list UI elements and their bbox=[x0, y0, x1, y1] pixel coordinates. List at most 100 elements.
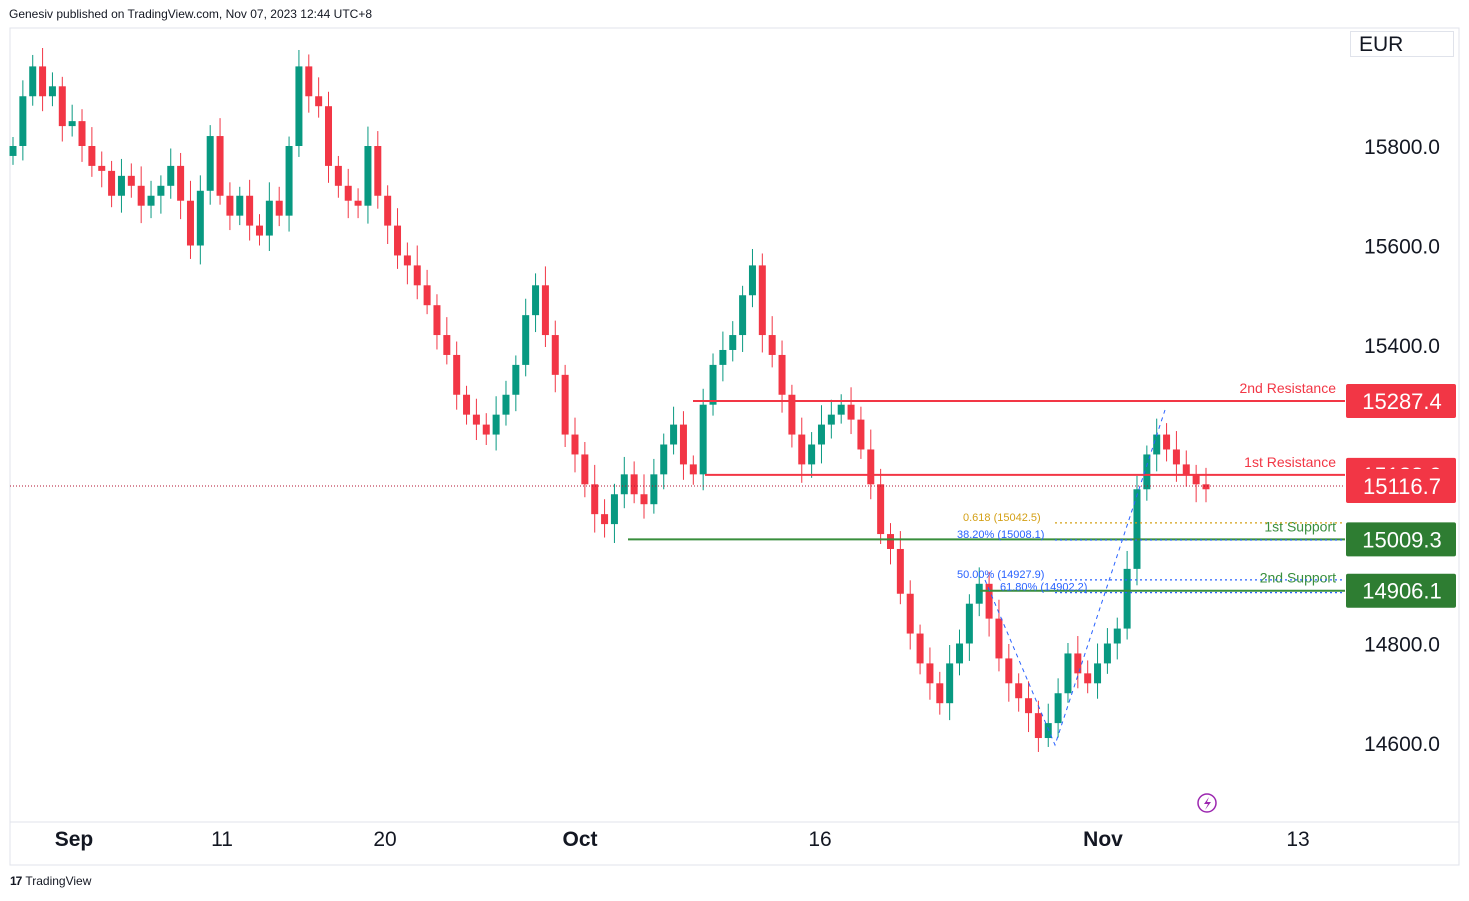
x-tick-label: 16 bbox=[808, 828, 831, 851]
candle-body bbox=[699, 404, 707, 475]
candle-body bbox=[492, 414, 500, 435]
candle-body bbox=[778, 354, 786, 395]
candle-body bbox=[354, 200, 362, 206]
candle-body bbox=[561, 374, 569, 435]
candle-body bbox=[837, 404, 845, 415]
level-name: 2nd Support bbox=[1260, 570, 1336, 586]
price-tag bbox=[1346, 384, 1456, 419]
fib-label: 38.20% (15008.1) bbox=[957, 529, 1044, 541]
candle-body bbox=[719, 349, 727, 365]
candle-body bbox=[1123, 568, 1131, 629]
candle-body bbox=[1153, 434, 1161, 455]
candle-body bbox=[108, 170, 116, 196]
price-tag-label: 15009.3 bbox=[1362, 527, 1442, 552]
candle-body bbox=[571, 434, 579, 455]
candle-body bbox=[78, 121, 86, 146]
candle-body bbox=[679, 424, 687, 465]
candle-body bbox=[995, 618, 1003, 659]
candle-body bbox=[127, 175, 135, 186]
candle-body bbox=[906, 593, 914, 634]
fib-swing-line bbox=[984, 409, 1166, 747]
lightning-bolt bbox=[1204, 797, 1211, 810]
candle-body bbox=[689, 464, 697, 475]
candle-body bbox=[364, 146, 372, 206]
fib-label: 61.80% (14902.2) bbox=[1000, 582, 1087, 594]
candle-body bbox=[502, 394, 510, 415]
x-tick-label: Oct bbox=[562, 828, 597, 851]
candle-body bbox=[325, 106, 333, 166]
price-tag-label: 14906.1 bbox=[1362, 579, 1442, 604]
candle-body bbox=[1094, 663, 1102, 684]
candle-body bbox=[413, 265, 421, 286]
candle-body bbox=[965, 603, 973, 644]
candle-body bbox=[601, 514, 609, 525]
candle-body bbox=[463, 394, 471, 415]
candle-body bbox=[374, 146, 382, 196]
candle-body bbox=[1025, 698, 1033, 714]
candle-body bbox=[29, 66, 37, 97]
candle-body bbox=[275, 200, 283, 216]
candle-body bbox=[817, 424, 825, 445]
candle-body bbox=[739, 295, 747, 336]
candle-body bbox=[236, 195, 244, 216]
candle-body bbox=[709, 364, 717, 405]
y-tick-label: 15600.0 bbox=[1364, 236, 1440, 259]
x-tick-label: Sep bbox=[55, 828, 94, 851]
candle-body bbox=[916, 633, 924, 664]
candle-body bbox=[748, 265, 756, 296]
candle-body bbox=[305, 66, 313, 97]
candle-body bbox=[384, 195, 392, 226]
candle-body bbox=[147, 195, 155, 206]
candle-body bbox=[433, 305, 441, 336]
x-tick-label: 11 bbox=[211, 828, 233, 851]
candle-body bbox=[1074, 653, 1082, 674]
candle-body bbox=[798, 434, 806, 465]
candle-body bbox=[610, 494, 618, 525]
candle-body bbox=[867, 449, 875, 485]
candle-body bbox=[1172, 449, 1180, 465]
candle-body bbox=[246, 195, 254, 226]
footer: 17 TradingView bbox=[10, 874, 91, 888]
y-tick-label: 15800.0 bbox=[1364, 136, 1440, 159]
candle-body bbox=[975, 583, 983, 604]
candle-body bbox=[453, 354, 461, 395]
candle-body bbox=[157, 185, 165, 196]
candle-body bbox=[472, 414, 480, 425]
candle-body bbox=[344, 185, 352, 201]
candle-body bbox=[758, 265, 766, 336]
x-tick-label: 20 bbox=[373, 828, 396, 851]
candle-body bbox=[1163, 434, 1171, 450]
chart-frame bbox=[9, 27, 1460, 866]
candle-body bbox=[443, 335, 451, 355]
candle-body bbox=[660, 444, 668, 475]
candle-body bbox=[729, 335, 737, 350]
candle-body bbox=[1202, 484, 1210, 490]
x-tick-label: 13 bbox=[1286, 828, 1309, 851]
candle-body bbox=[196, 190, 204, 246]
fib-layer: 0.618 (15042.5) 38.20% (15008.1) 50.00% (1… bbox=[957, 409, 1345, 747]
price-tag bbox=[1346, 468, 1456, 503]
candle-body bbox=[265, 200, 273, 236]
candle-body bbox=[541, 285, 549, 336]
candle-body bbox=[48, 86, 56, 97]
currency-label[interactable]: EUR bbox=[1350, 31, 1454, 57]
candle-body bbox=[551, 335, 559, 375]
candle-body bbox=[117, 175, 125, 196]
level-name: 2nd Resistance bbox=[1239, 380, 1336, 396]
candle-body bbox=[1005, 658, 1013, 684]
candle-body bbox=[886, 534, 894, 549]
tradingview-logo-icon: 17 bbox=[10, 874, 22, 888]
candle-body bbox=[1054, 693, 1062, 724]
lightning-icon bbox=[1197, 793, 1217, 813]
published-header: Genesiv published on TradingView.com, No… bbox=[9, 7, 372, 21]
candle-body bbox=[936, 683, 944, 704]
candle-body bbox=[403, 255, 411, 266]
candle-body bbox=[896, 548, 904, 594]
candle-body bbox=[985, 583, 993, 619]
candle-body bbox=[1044, 723, 1052, 739]
price-tag bbox=[1346, 522, 1456, 557]
candle-body bbox=[58, 86, 66, 127]
price-tag-label: 15116.7 bbox=[1363, 474, 1441, 499]
